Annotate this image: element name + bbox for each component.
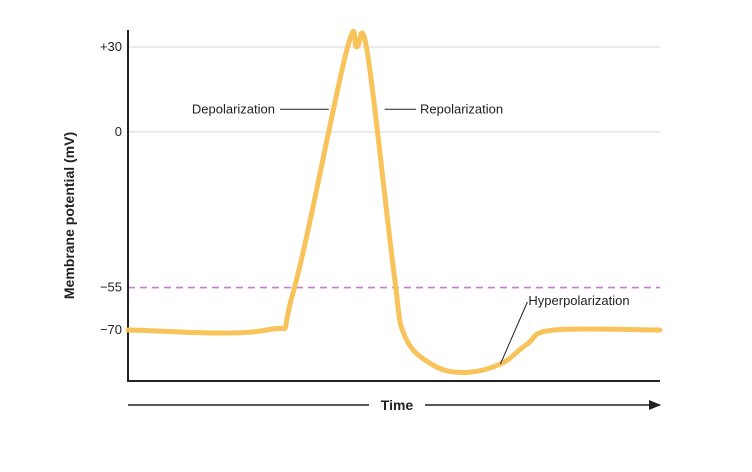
y-tick-labels: +30 0 −55 −70 bbox=[100, 39, 122, 337]
axes bbox=[127, 30, 660, 382]
annotation-hyperpolarization: Hyperpolarization bbox=[528, 293, 629, 308]
y-tick-label: 0 bbox=[115, 124, 122, 139]
y-axis-label: Membrane potential (mV) bbox=[61, 132, 77, 299]
series bbox=[125, 28, 663, 375]
annotation-repolarization: Repolarization bbox=[420, 101, 503, 116]
y-tick-label: −55 bbox=[100, 280, 122, 295]
annotation-depolarization: Depolarization bbox=[192, 101, 275, 116]
y-tick-label: +30 bbox=[100, 39, 122, 54]
annotations: Depolarization Repolarization Hyperpolariz… bbox=[192, 101, 630, 365]
y-tick-label: −70 bbox=[100, 322, 122, 337]
action-potential-curve bbox=[125, 28, 663, 375]
x-axis-label: Time bbox=[381, 397, 414, 413]
annotation-leader bbox=[499, 301, 528, 365]
gridlines bbox=[128, 46, 660, 133]
